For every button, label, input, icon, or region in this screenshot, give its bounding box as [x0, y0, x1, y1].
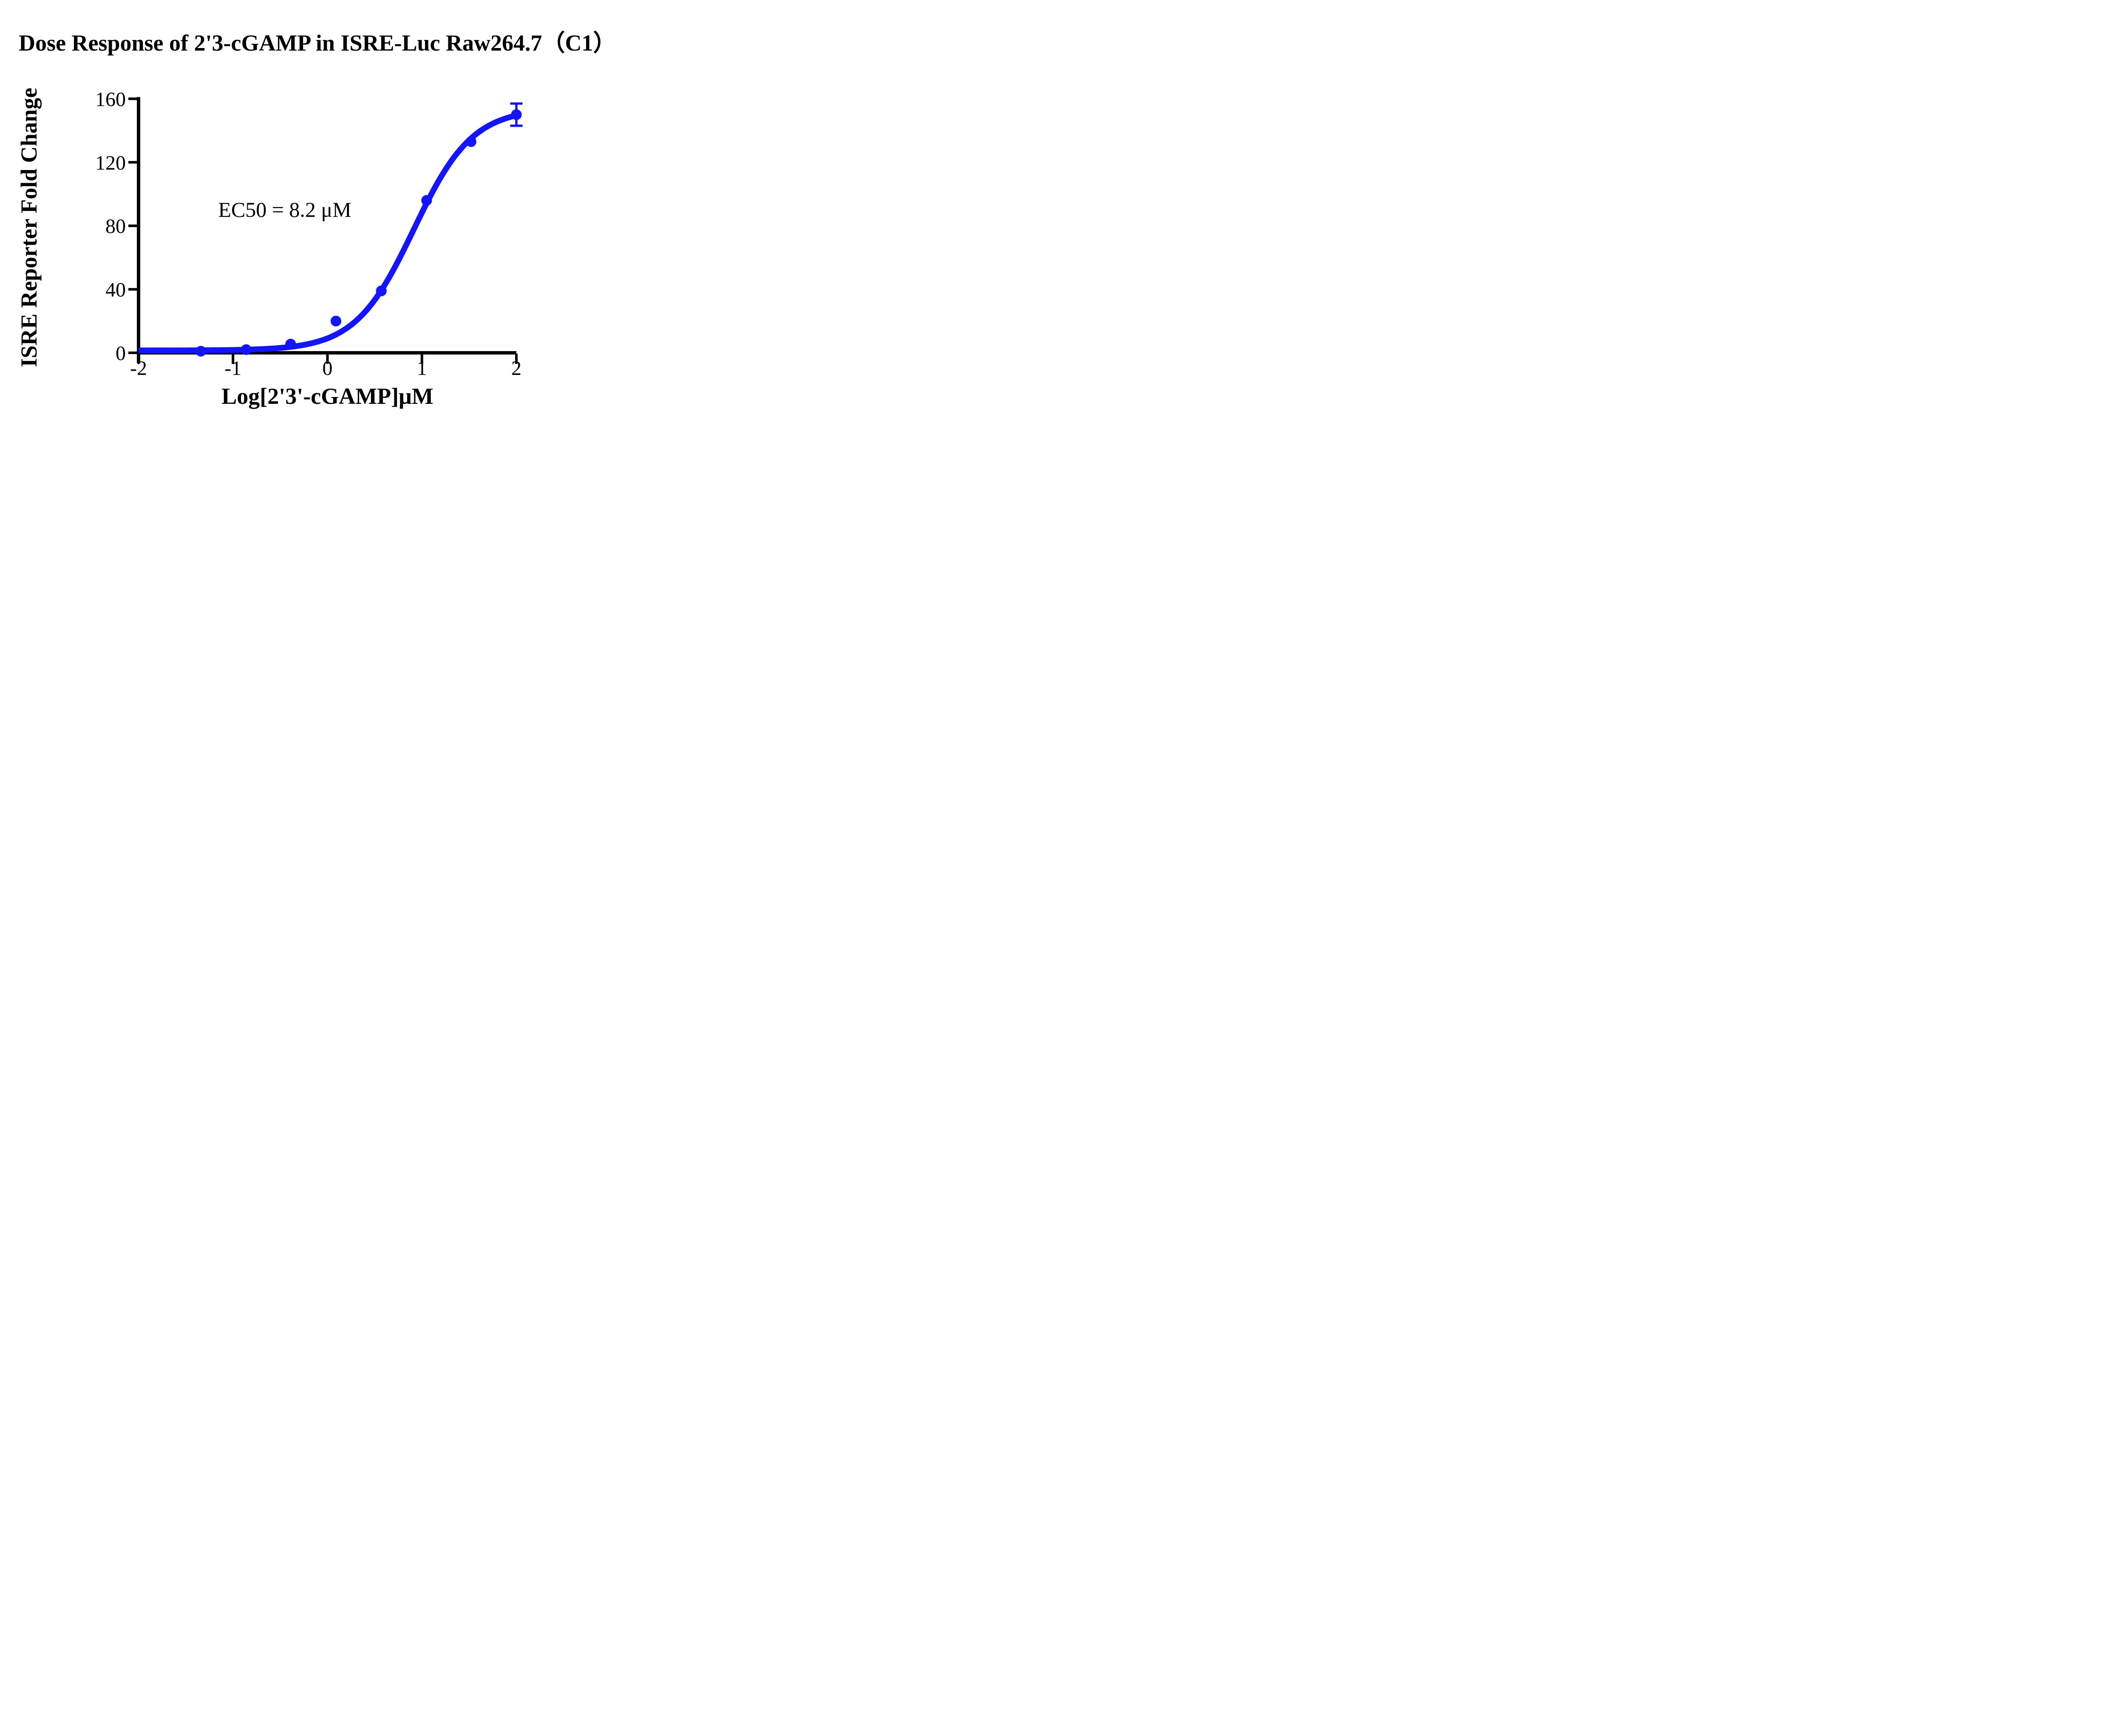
x-tick-label: 1	[417, 357, 427, 380]
y-tick-label: 160	[95, 88, 126, 111]
y-tick-label: 40	[105, 279, 126, 301]
ec50-annotation: EC50 = 8.2 μM	[218, 198, 351, 221]
data-point	[196, 346, 207, 357]
chart-title: Dose Response of 2'3-cGAMP in ISRE-Luc R…	[19, 30, 616, 56]
data-point	[421, 195, 432, 206]
data-point	[511, 109, 522, 120]
y-tick-label: 80	[105, 215, 126, 238]
x-tick-label: -1	[224, 357, 241, 380]
data-point	[330, 315, 342, 326]
data-point	[376, 285, 387, 296]
y-tick-label: 0	[116, 342, 126, 365]
dose-response-plot: 0 40 80 120 160 -2 -1 0 1 2 Log[2'3'-cGAMP]μM EC50 …	[95, 88, 523, 409]
dose-response-figure: Dose Response of 2'3-cGAMP in ISRE-Luc R…	[0, 0, 655, 434]
y-tick-label: 120	[95, 152, 126, 174]
x-axis-title: Log[2'3'-cGAMP]μM	[221, 383, 433, 409]
y-axis-title: ISRE Reporter Fold Change	[16, 88, 42, 367]
x-tick-label: 0	[323, 357, 333, 380]
data-point	[285, 338, 296, 350]
fit-curve	[138, 112, 517, 354]
x-tick-label: -2	[130, 357, 147, 380]
data-point	[241, 344, 252, 355]
x-tick-label: 2	[511, 357, 521, 380]
data-point	[465, 136, 476, 147]
